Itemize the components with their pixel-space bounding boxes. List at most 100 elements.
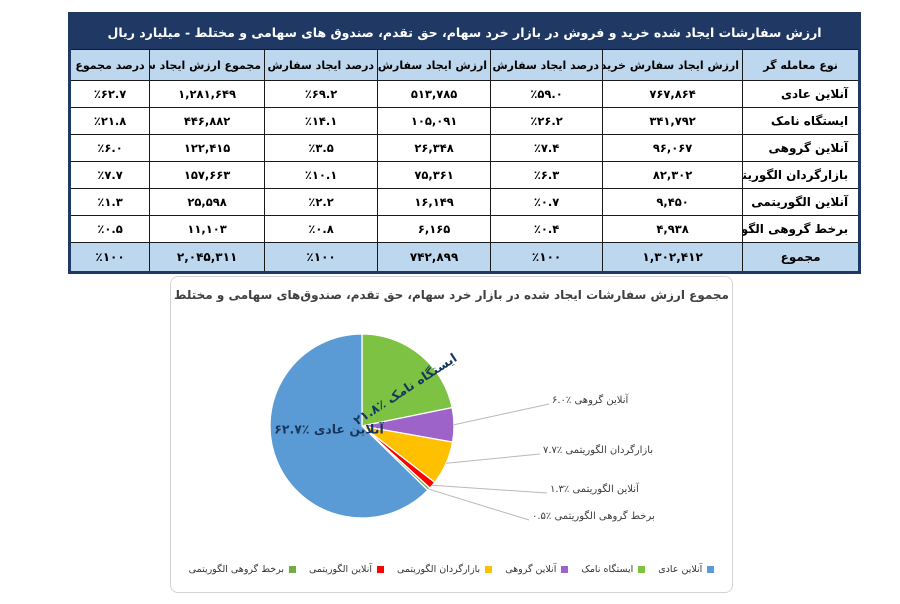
row-label: بازارگردان الگوریتمی [742, 161, 861, 189]
legend-label: برخط گروهی الگوریتمی [188, 564, 284, 575]
table-cell: ٪۶۲.۷ [68, 80, 151, 108]
total-cell: ۱,۳۰۲,۴۱۲ [602, 242, 744, 273]
table-cell: ۱,۲۸۱,۶۴۹ [149, 80, 266, 108]
table-row: آنلاین گروهی ۹۶,۰۶۷ ٪۷.۴ ۲۶,۳۴۸ ٪۳.۵ ۱۲۲,۴۱۵ ٪… [68, 134, 861, 162]
table-cell: ۱۰۵,۰۹۱ [377, 107, 492, 135]
row-label: آنلاین الگوریتمی [742, 188, 861, 216]
leader-line [428, 488, 530, 521]
table-row: برخط گروهی الگوریتمی۴,۹۳۸٪۰.۴۶,۱۶۵٪۰.۸۱۱… [68, 215, 861, 243]
slice-inner-label: آنلاین عادی ٪۶۲.۷ [274, 421, 384, 437]
total-cell: ۷۴۲,۸۹۹ [377, 242, 492, 273]
legend-label: آنلاین الگوریتمی [308, 564, 373, 575]
table-cell: ٪۰.۴ [490, 215, 604, 243]
legend-marker [288, 566, 296, 573]
total-cell: ٪۱۰۰ [264, 242, 379, 273]
table-header-row: نوع معامله گر ارزش ایجاد سفارش خرید درصد ا… [68, 49, 861, 81]
total-label: مجموع [742, 242, 861, 273]
legend-marker [638, 566, 646, 573]
table-cell: ٪۶۹.۲ [264, 80, 379, 108]
table-cell: ٪۰.۷ [490, 188, 604, 216]
column-header: مجموع ارزش ایجاد سفارش [149, 49, 266, 81]
row-label: برخط گروهی الگوریتمی [742, 215, 861, 243]
table-cell: ۱۵۷,۶۶۳ [149, 161, 266, 189]
column-header: درصد ایجاد سفارش فروش [264, 49, 379, 81]
pie-slice-0 [361, 333, 453, 427]
table-cell: ٪۰.۸ [264, 215, 379, 243]
chart-legend: آنلاین عادی ایستگاه نامک آنلاین گروهی بازار… [171, 564, 732, 575]
legend-label: آنلاین عادی [658, 564, 703, 575]
table-cell: ٪۲.۲ [264, 188, 379, 216]
leader-line [453, 403, 550, 426]
table-cell: ۲۵,۵۹۸ [149, 188, 266, 216]
table-cell: ۱۶,۱۴۹ [377, 188, 492, 216]
table-cell: ٪۱۰.۱ [264, 161, 379, 189]
legend-marker [561, 566, 569, 573]
legend-item: بازارگردان الگوریتمی [397, 564, 493, 575]
legend-marker [707, 566, 715, 573]
table-cell: ۲۶,۳۴۸ [377, 134, 492, 162]
row-label: ایستگاه نامک [742, 107, 861, 135]
table-cell: ٪۱۴.۱ [264, 107, 379, 135]
table-cell: ۴۴۶,۸۸۲ [149, 107, 266, 135]
column-header: درصد مجموع [68, 49, 151, 81]
leader-line [432, 484, 548, 494]
row-label: آنلاین عادی [742, 80, 861, 108]
slice-callout-label: آنلاین الگوریتمی ٪۱.۳ [550, 484, 639, 495]
table-row: آنلاین عادی ۷۶۷,۸۶۴ ٪۵۹.۰ ۵۱۳,۷۸۵ ٪۶۹.۲ ۱,۲۸۱… [68, 80, 861, 108]
slice-callout-label: آنلاین گروهی ٪۶.۰ [552, 395, 629, 406]
total-cell: ۲,۰۴۵,۳۱۱ [149, 242, 266, 273]
table-cell: ۸۲,۳۰۲ [602, 161, 744, 189]
table-row: بازارگردان الگوریتمی۸۲,۳۰۲٪۶.۳۷۵,۳۶۱٪۱۰.… [68, 161, 861, 189]
column-header: ارزش ایجاد سفارش فروش [377, 49, 492, 81]
orders-table: ارزش سفارشات ایجاد شده خرید و فروش در با… [68, 12, 862, 274]
chart-card: مجموع ارزش سفارشات ایجاد شده در بازار خر… [170, 276, 733, 593]
legend-item: آنلاین گروهی [505, 564, 569, 575]
legend-item: آنلاین الگوریتمی [308, 564, 385, 575]
table-cell: ٪۲۶.۲ [490, 107, 604, 135]
table-row: آنلاین الگوریتمی ۹,۴۵۰ ٪۰.۷ ۱۶,۱۴۹ ٪۲.۲ ۲۵,۵۹… [68, 188, 861, 216]
leader-line [446, 453, 541, 464]
table-cell: ٪۶.۳ [490, 161, 604, 189]
legend-item: آنلاین عادی [658, 564, 715, 575]
slice-callout-label: برخط گروهی الگوریتمی ٪۰.۵ [532, 511, 655, 522]
column-header: نوع معامله گر [742, 49, 861, 81]
legend-marker [377, 566, 385, 573]
total-cell: ٪۱۰۰ [68, 242, 151, 273]
table-row: ایستگاه نامک ۳۴۱,۷۹۲ ٪۲۶.۲ ۱۰۵,۰۹۱ ٪۱۴.۱ ۴۴۶,… [68, 107, 861, 135]
table-cell: ۷۶۷,۸۶۴ [602, 80, 744, 108]
table-cell: ۹,۴۵۰ [602, 188, 744, 216]
chart-title: مجموع ارزش سفارشات ایجاد شده در بازار خر… [174, 288, 729, 302]
legend-label: ایستگاه نامک [581, 564, 634, 575]
column-header: درصد ایجاد سفارش خرید [490, 49, 604, 81]
table-cell: ٪۰.۵ [68, 215, 151, 243]
table-cell: ۶,۱۶۵ [377, 215, 492, 243]
table-total-row: مجموع ۱,۳۰۲,۴۱۲ ٪۱۰۰ ۷۴۲,۸۹۹ ٪۱۰۰ ۲,۰۴۵,۳۱۱ ٪۱… [68, 242, 861, 273]
table-cell: ٪۵۹.۰ [490, 80, 604, 108]
table-cell: ٪۱.۳ [68, 188, 151, 216]
table-cell: ٪۲۱.۸ [68, 107, 151, 135]
table-cell: ۱۱,۱۰۳ [149, 215, 266, 243]
column-header: ارزش ایجاد سفارش خرید [602, 49, 744, 81]
table-cell: ٪۷.۷ [68, 161, 151, 189]
table-cell: ۵۱۳,۷۸۵ [377, 80, 492, 108]
pie-chart-svg [269, 333, 550, 521]
table-cell: ٪۶.۰ [68, 134, 151, 162]
legend-label: آنلاین گروهی [505, 564, 557, 575]
total-cell: ٪۱۰۰ [490, 242, 604, 273]
table-cell: ۳۴۱,۷۹۲ [602, 107, 744, 135]
legend-marker [485, 566, 493, 573]
legend-label: بازارگردان الگوریتمی [397, 564, 481, 575]
table-title: ارزش سفارشات ایجاد شده خرید و فروش در با… [68, 13, 861, 50]
table-cell: ٪۷.۴ [490, 134, 604, 162]
pie-slice-5 [269, 333, 429, 519]
table-cell: ٪۳.۵ [264, 134, 379, 162]
slice-callout-label: بازارگردان الگوریتمی ٪۷.۷ [543, 445, 654, 456]
table-cell: ۱۲۲,۴۱۵ [149, 134, 266, 162]
orders-table-wrapper: ارزش سفارشات ایجاد شده خرید و فروش در با… [68, 12, 862, 274]
row-label: آنلاین گروهی [742, 134, 861, 162]
table-cell: ۴,۹۳۸ [602, 215, 744, 243]
legend-item: ایستگاه نامک [581, 564, 646, 575]
table-cell: ۷۵,۳۶۱ [377, 161, 492, 189]
legend-item: برخط گروهی الگوریتمی [189, 564, 296, 575]
table-cell: ۹۶,۰۶۷ [602, 134, 744, 162]
